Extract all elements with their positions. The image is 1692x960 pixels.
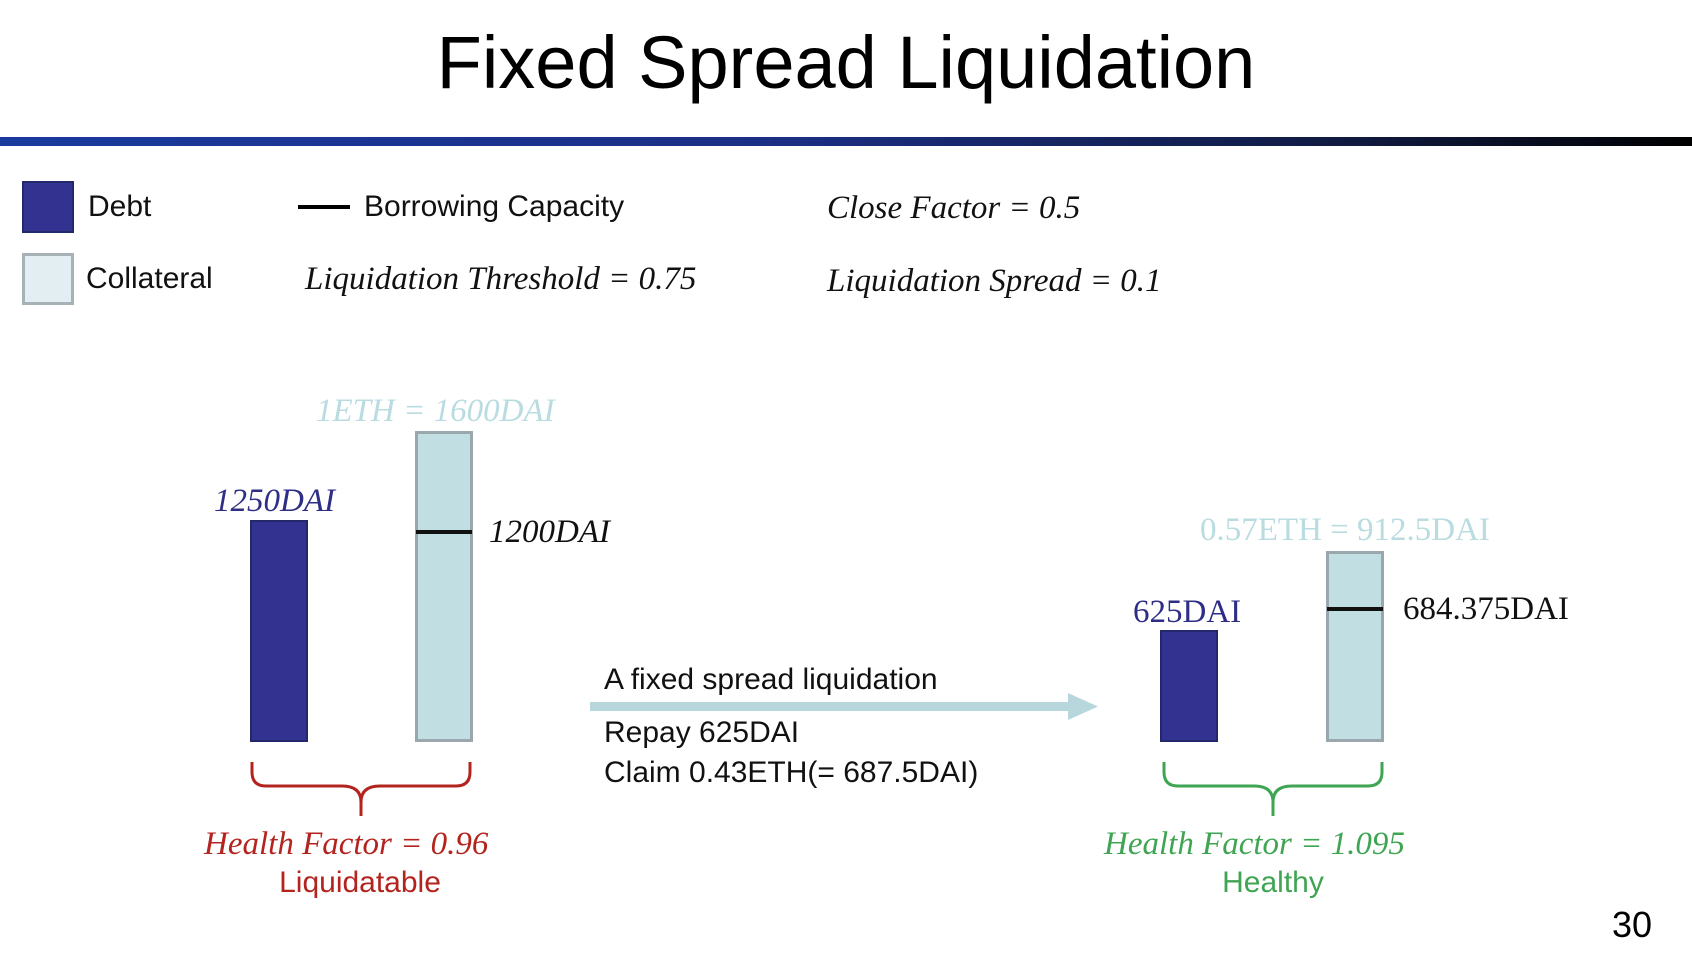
claim-action: Claim 0.43ETH(= 687.5DAI) (604, 756, 979, 789)
after-capacity-label: 684.375DAI (1403, 591, 1569, 627)
after-collateral-bar (1326, 551, 1384, 742)
collateral-swatch-icon (22, 253, 74, 305)
legend-collateral-label: Collateral (86, 262, 213, 295)
after-debt-label: 625DAI (1133, 594, 1242, 630)
debt-swatch-icon (22, 181, 74, 233)
before-health-factor: Health Factor = 0.96 (204, 826, 489, 862)
before-collateral-bar (415, 431, 473, 742)
slide-number: 30 (1612, 904, 1653, 945)
before-debt-label: 1250DAI (214, 483, 335, 519)
before-debt-bar (250, 520, 308, 742)
after-collateral-label: 0.57ETH = 912.5DAI (1200, 512, 1490, 548)
after-brace-icon (1162, 762, 1384, 816)
before-brace-icon (250, 762, 472, 816)
transition-arrow-icon (590, 693, 1098, 720)
legend-capacity-label: Borrowing Capacity (364, 190, 625, 223)
before-collateral-label: 1ETH = 1600DAI (316, 393, 555, 429)
liquidation-spread-param: Liquidation Spread = 0.1 (827, 263, 1162, 299)
close-factor-param: Close Factor = 0.5 (827, 190, 1081, 226)
after-debt-bar (1160, 630, 1218, 742)
arrow-caption: A fixed spread liquidation (604, 663, 938, 696)
before-status: Liquidatable (279, 866, 441, 899)
legend-debt-label: Debt (88, 190, 152, 223)
before-capacity-line (416, 530, 472, 534)
after-capacity-line (1327, 607, 1383, 611)
title-divider (0, 137, 1692, 146)
after-health-factor: Health Factor = 1.095 (1104, 826, 1405, 862)
after-status: Healthy (1222, 866, 1324, 899)
liquidation-threshold-param: Liquidation Threshold = 0.75 (305, 261, 697, 297)
borrowing-capacity-line-icon (298, 205, 350, 209)
before-capacity-label: 1200DAI (489, 514, 610, 550)
repay-action: Repay 625DAI (604, 716, 800, 749)
slide-title: Fixed Spread Liquidation (436, 21, 1256, 104)
